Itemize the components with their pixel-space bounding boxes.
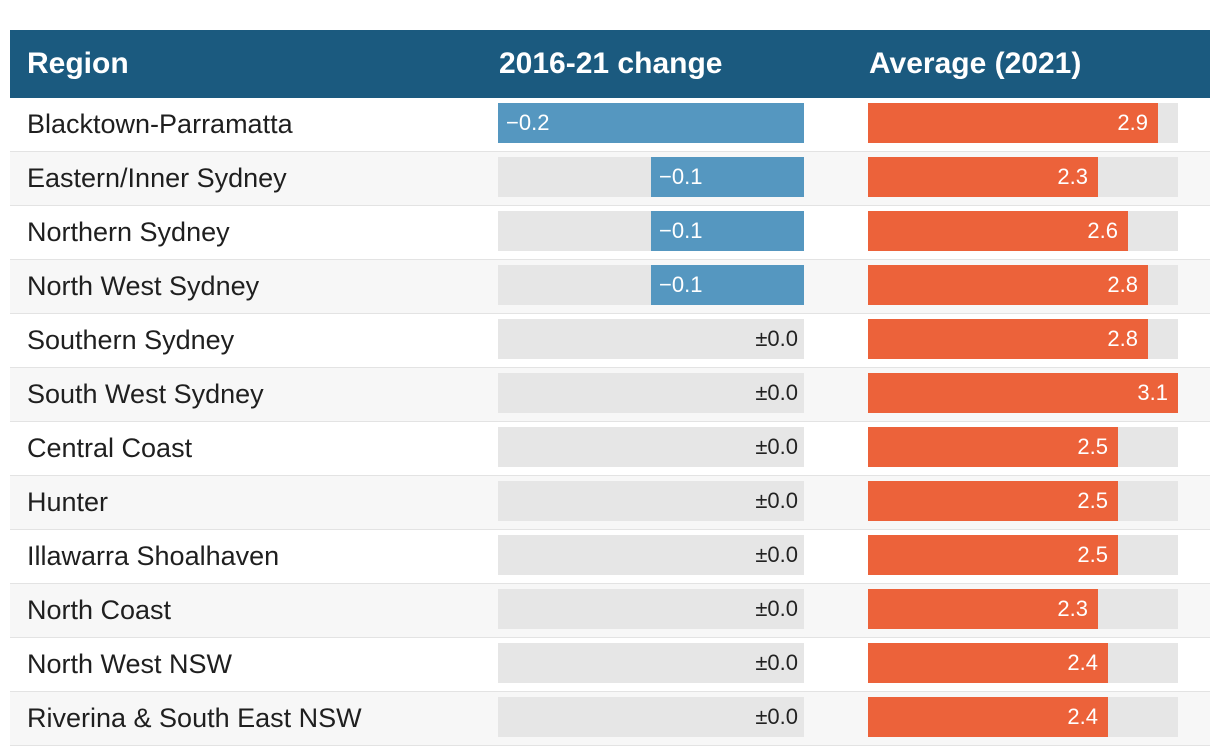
average-bar (868, 697, 1108, 737)
change-value-label: ±0.0 (755, 704, 798, 729)
change-track: −0.1 (498, 265, 804, 305)
table-row: Central Coast ±0.0 2.5 (10, 422, 1210, 476)
average-track: 2.6 (868, 211, 1178, 251)
average-track: 2.5 (868, 535, 1178, 575)
change-bar (498, 103, 804, 143)
change-track: ±0.0 (498, 589, 804, 629)
table-row: North West Sydney −0.1 2.8 (10, 260, 1210, 314)
average-track: 2.8 (868, 265, 1178, 305)
average-value-label: 2.9 (1117, 110, 1148, 135)
average-track: 2.4 (868, 697, 1178, 737)
change-value-label: −0.2 (506, 110, 550, 135)
data-table: Region 2016-21 change Average (2021) Bla… (10, 30, 1210, 746)
table-row: North West NSW ±0.0 2.4 (10, 638, 1210, 692)
average-value-label: 2.3 (1057, 164, 1088, 189)
average-bar (868, 157, 1098, 197)
average-bar (868, 265, 1148, 305)
change-track: ±0.0 (498, 697, 804, 737)
average-value-label: 2.8 (1107, 326, 1138, 351)
change-value-label: ±0.0 (755, 596, 798, 621)
average-bar (868, 589, 1098, 629)
average-value-label: 2.5 (1077, 434, 1108, 459)
change-bar (651, 211, 804, 251)
change-track: ±0.0 (498, 373, 804, 413)
region-label: Hunter (27, 487, 109, 517)
table-row: Illawarra Shoalhaven ±0.0 2.5 (10, 530, 1210, 584)
region-label: North West Sydney (27, 271, 260, 301)
change-value-label: ±0.0 (755, 326, 798, 351)
region-label: Northern Sydney (27, 217, 230, 247)
region-label: Blacktown-Parramatta (27, 109, 293, 139)
change-value-label: −0.1 (659, 272, 703, 297)
table-row: Eastern/Inner Sydney −0.1 2.3 (10, 152, 1210, 206)
average-track: 3.1 (868, 373, 1178, 413)
change-track: ±0.0 (498, 319, 804, 359)
average-value-label: 2.3 (1057, 596, 1088, 621)
average-track: 2.8 (868, 319, 1178, 359)
table-row: Southern Sydney ±0.0 2.8 (10, 314, 1210, 368)
average-bar (868, 481, 1118, 521)
region-label: Central Coast (27, 433, 193, 463)
average-value-label: 2.4 (1067, 704, 1098, 729)
table-row: Hunter ±0.0 2.5 (10, 476, 1210, 530)
table-row: Riverina & South East NSW ±0.0 2.4 (10, 692, 1210, 746)
average-value-label: 3.1 (1137, 380, 1168, 405)
average-value-label: 2.6 (1087, 218, 1118, 243)
change-value-label: ±0.0 (755, 488, 798, 513)
average-bar (868, 427, 1118, 467)
average-bar (868, 319, 1148, 359)
average-value-label: 2.4 (1067, 650, 1098, 675)
header-change: 2016-21 change (499, 47, 723, 80)
region-label: Riverina & South East NSW (27, 703, 362, 733)
table-row: Blacktown-Parramatta −0.2 2.9 (10, 98, 1210, 152)
average-track: 2.9 (868, 103, 1178, 143)
change-value-label: ±0.0 (755, 380, 798, 405)
region-label: South West Sydney (27, 379, 264, 409)
table-body: Blacktown-Parramatta −0.2 2.9 Eastern/Inner… (10, 98, 1210, 746)
header-region: Region (27, 47, 129, 80)
average-bar (868, 535, 1118, 575)
average-value-label: 2.5 (1077, 542, 1108, 567)
change-value-label: −0.1 (659, 164, 703, 189)
region-label: Eastern/Inner Sydney (27, 163, 287, 193)
change-track: ±0.0 (498, 481, 804, 521)
change-track: −0.1 (498, 157, 804, 197)
average-bar (868, 373, 1178, 413)
region-label: North Coast (27, 595, 172, 625)
change-bar (651, 157, 804, 197)
header-average: Average (2021) (869, 47, 1082, 80)
change-track: ±0.0 (498, 535, 804, 575)
average-track: 2.5 (868, 481, 1178, 521)
region-label: Southern Sydney (27, 325, 235, 355)
change-value-label: −0.1 (659, 218, 703, 243)
table-row: South West Sydney ±0.0 3.1 (10, 368, 1210, 422)
change-value-label: ±0.0 (755, 542, 798, 567)
average-bar (868, 103, 1158, 143)
average-track: 2.3 (868, 589, 1178, 629)
average-track: 2.3 (868, 157, 1178, 197)
region-label: North West NSW (27, 649, 233, 679)
average-value-label: 2.8 (1107, 272, 1138, 297)
average-bar (868, 643, 1108, 683)
table-row: Northern Sydney −0.1 2.6 (10, 206, 1210, 260)
change-track: −0.1 (498, 211, 804, 251)
change-track: −0.2 (498, 103, 804, 143)
table-header: Region 2016-21 change Average (2021) (10, 30, 1210, 98)
change-bar (651, 265, 804, 305)
change-track: ±0.0 (498, 427, 804, 467)
change-track: ±0.0 (498, 643, 804, 683)
change-value-label: ±0.0 (755, 650, 798, 675)
average-track: 2.4 (868, 643, 1178, 683)
region-label: Illawarra Shoalhaven (27, 541, 280, 571)
table-row: North Coast ±0.0 2.3 (10, 584, 1210, 638)
average-track: 2.5 (868, 427, 1178, 467)
average-bar (868, 211, 1128, 251)
average-value-label: 2.5 (1077, 488, 1108, 513)
change-value-label: ±0.0 (755, 434, 798, 459)
